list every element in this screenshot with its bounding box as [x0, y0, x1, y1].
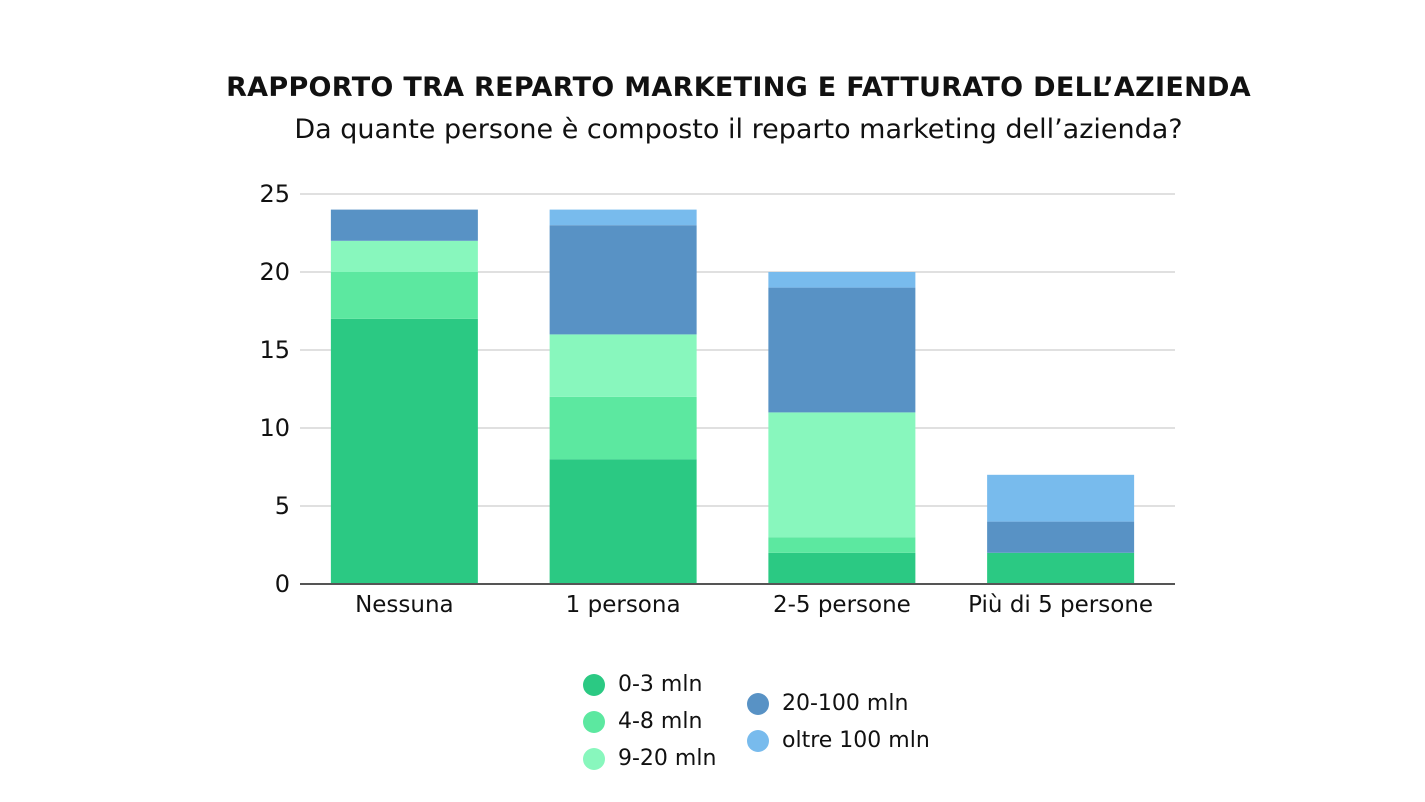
legend-label: 9-20 mln: [618, 746, 717, 771]
legend-swatch: [747, 692, 769, 715]
bar-segment: [330, 240, 478, 272]
x-category-label: 2-5 persone: [773, 592, 911, 618]
chart-subtitle: Da quante persone è composto il reparto …: [294, 114, 1183, 145]
bar-segment: [330, 209, 478, 241]
bar-segment: [987, 474, 1135, 522]
legend-item: 9-20 mln: [583, 746, 716, 771]
y-tick-label: 10: [259, 414, 290, 442]
legend-swatch: [583, 673, 605, 696]
bar-segment: [768, 537, 916, 553]
y-tick-label: 25: [259, 180, 290, 208]
bar-segment: [549, 396, 697, 460]
y-tick-label: 20: [259, 258, 290, 286]
legend-label: 4-8 mln: [618, 709, 703, 734]
bar-segment: [330, 318, 478, 584]
legend-swatch: [583, 747, 605, 770]
legend-item: 20-100 mln: [747, 691, 908, 716]
bar-segment: [768, 412, 916, 538]
x-category-label: 1 persona: [566, 592, 681, 618]
y-tick-label: 5: [275, 492, 290, 520]
legend-label: 0-3 mln: [618, 672, 703, 697]
bar-segment: [768, 287, 916, 413]
legend-label: oltre 100 mln: [782, 728, 930, 753]
bar-segment: [549, 209, 697, 226]
chart-title: RAPPORTO TRA REPARTO MARKETING E FATTURA…: [226, 72, 1251, 103]
bar-segment: [768, 552, 916, 584]
legend-swatch: [583, 710, 605, 733]
bar-segment: [549, 334, 697, 397]
x-category-label: Nessuna: [355, 592, 454, 618]
legend-swatch: [747, 729, 769, 752]
bar-segment: [549, 459, 697, 584]
bar-segment: [330, 272, 478, 319]
y-tick-label: 15: [259, 336, 290, 364]
bar-segment: [987, 552, 1135, 584]
legend-item: 4-8 mln: [583, 709, 702, 734]
legend-item: 0-3 mln: [583, 672, 702, 697]
legend-item: oltre 100 mln: [747, 728, 930, 753]
bar-segment: [768, 272, 916, 288]
legend-label: 20-100 mln: [782, 691, 909, 716]
y-tick-label: 0: [275, 570, 290, 598]
bar-segment: [549, 225, 697, 335]
x-category-label: Più di 5 persone: [968, 592, 1153, 618]
bar-segment: [987, 521, 1135, 553]
stacked-bar-chart: 0 5 10 15 20 25 Nessuna 1 persona 2-5 persone Pi…: [259, 180, 1175, 618]
